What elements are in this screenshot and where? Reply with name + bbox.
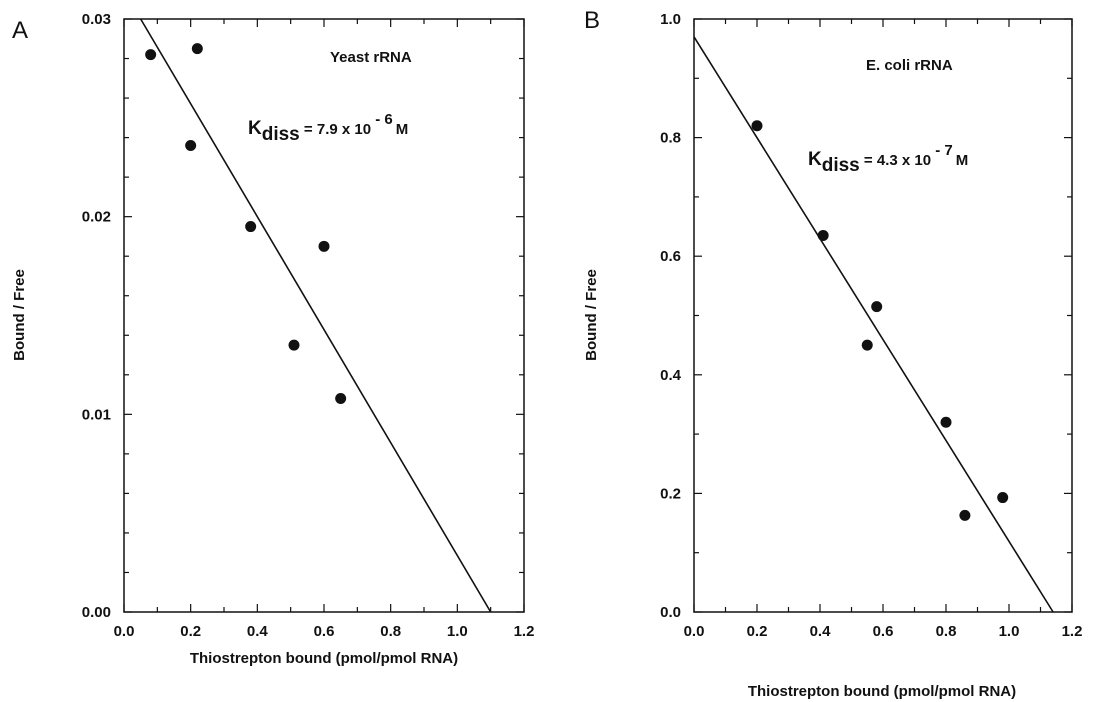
kdiss-unit-a: M: [396, 121, 409, 138]
y-tick-label-b-5: 1.0: [660, 11, 681, 28]
x-axis-title-a: Thiostrepton bound (pmol/pmol RNA): [190, 650, 458, 667]
y-tick-label-b-4: 0.8: [660, 130, 681, 147]
x-tick-label-a-4: 0.8: [380, 623, 401, 640]
kdiss-label-b: Kdiss = 4.3 x 10 - 7M: [808, 142, 968, 176]
kdiss-label-a: Kdiss = 7.9 x 10 - 6M: [248, 111, 408, 145]
x-tick-label-a-5: 1.0: [447, 623, 468, 640]
annotation-a: Yeast rRNA: [330, 49, 412, 66]
y-tick-label-a-1: 0.01: [82, 406, 111, 423]
y-tick-labels-b: 0.0 0.2 0.4 0.6 0.8 1.0: [660, 11, 682, 621]
kdiss-k-a: K: [248, 118, 262, 139]
y-tick-label-a-3: 0.03: [82, 11, 111, 28]
data-point-a-0: [145, 49, 157, 61]
y-tick-labels-a: 0.00 0.01 0.02 0.03: [82, 11, 111, 621]
kdiss-sub-a: diss: [262, 124, 300, 145]
x-tick-label-b-6: 1.2: [1062, 623, 1083, 640]
plot-frame-a: [123, 18, 525, 613]
x-tick-label-b-0: 0.0: [684, 623, 705, 640]
x-tick-label-b-2: 0.4: [810, 623, 832, 640]
data-point-b-4: [940, 416, 952, 428]
y-tick-label-b-2: 0.4: [660, 367, 682, 384]
data-point-a-4: [318, 240, 330, 252]
y-tick-label-a-0: 0.00: [82, 604, 111, 621]
y-tick-label-b-0: 0.0: [660, 604, 681, 621]
ticks-b: [693, 18, 1073, 613]
points-a: [145, 43, 347, 405]
panel-b: B 0.0 0.2 0.4 0.6 0.8 1.0 1.2 0.0 0.2 0.…: [583, 7, 1082, 700]
panel-letter-b: B: [584, 7, 600, 34]
data-point-a-3: [245, 221, 257, 233]
fit-line-b: [693, 36, 1054, 613]
x-tick-label-a-1: 0.2: [180, 623, 201, 640]
kdiss-sub-b: diss: [822, 155, 860, 176]
ticks-a: [123, 18, 525, 613]
x-tick-label-a-3: 0.6: [314, 623, 335, 640]
data-point-b-0: [751, 120, 763, 132]
data-point-a-5: [288, 339, 300, 351]
points-b: [751, 120, 1009, 521]
data-point-a-1: [191, 43, 203, 55]
y-axis-title-a: Bound / Free: [11, 269, 28, 361]
y-tick-label-b-3: 0.6: [660, 248, 681, 265]
kdiss-equals-a: = 7.9 x 10: [300, 121, 371, 138]
kdiss-unit-b: M: [956, 152, 969, 169]
data-point-a-6: [335, 393, 347, 405]
x-tick-labels-b: 0.0 0.2 0.4 0.6 0.8 1.0 1.2: [684, 623, 1083, 640]
panel-letter-a: A: [12, 17, 28, 44]
kdiss-k-b: K: [808, 149, 822, 170]
kdiss-equals-b: = 4.3 x 10: [860, 152, 931, 169]
x-tick-labels-a: 0.0 0.2 0.4 0.6 0.8 1.0 1.2: [114, 623, 535, 640]
y-tick-label-a-2: 0.02: [82, 209, 111, 226]
annotation-b: E. coli rRNA: [866, 57, 953, 74]
data-point-b-5: [959, 509, 971, 521]
y-axis-title-b: Bound / Free: [583, 269, 600, 361]
x-tick-label-b-5: 1.0: [999, 623, 1020, 640]
x-tick-label-b-1: 0.2: [747, 623, 768, 640]
x-tick-label-a-0: 0.0: [114, 623, 135, 640]
data-point-b-1: [817, 229, 829, 241]
plot-frame-b: [693, 18, 1073, 613]
data-point-b-6: [997, 492, 1009, 504]
x-tick-label-b-4: 0.8: [936, 623, 957, 640]
panel-a: A 0.0 0.2 0.4 0.6 0.8 1.0 1.2 0.00 0.01 …: [11, 11, 534, 667]
kdiss-exp-a: - 6: [371, 111, 393, 128]
data-point-a-2: [185, 140, 197, 152]
x-tick-label-a-6: 1.2: [514, 623, 535, 640]
data-point-b-3: [861, 339, 873, 351]
kdiss-exp-b: - 7: [931, 142, 953, 159]
fit-line-a: [139, 18, 492, 613]
x-tick-label-a-2: 0.4: [247, 623, 269, 640]
x-axis-title-b: Thiostrepton bound (pmol/pmol RNA): [748, 683, 1016, 700]
data-point-b-2: [871, 301, 883, 313]
x-tick-label-b-3: 0.6: [873, 623, 894, 640]
y-tick-label-b-1: 0.2: [660, 485, 681, 502]
